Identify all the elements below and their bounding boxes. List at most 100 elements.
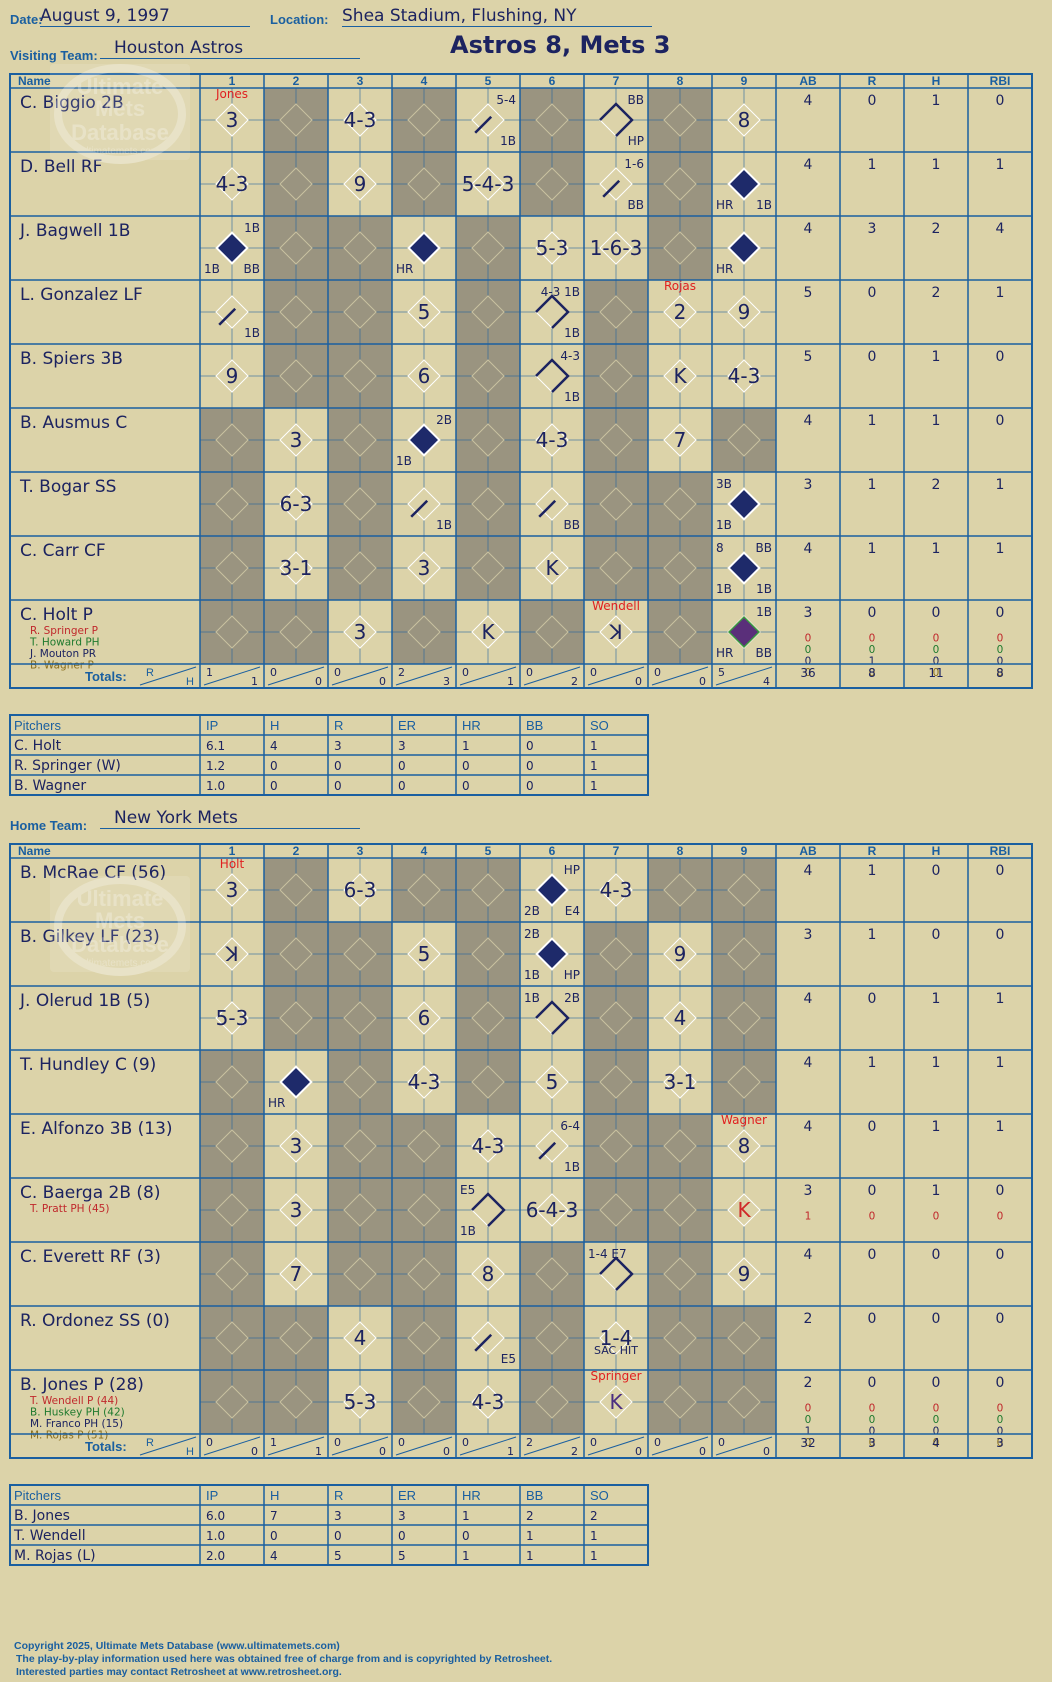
base-note: 4-3: [560, 349, 580, 363]
scored-run-diamond: [407, 423, 441, 457]
batter-stat: 0: [996, 1183, 1005, 1199]
inning-hits: 0: [443, 1445, 450, 1458]
retrosheet-contact-line: Interested parties may contact Retroshee…: [16, 1666, 342, 1678]
batter-stat: 5: [804, 285, 813, 301]
column-header-7: 7: [613, 74, 620, 88]
base-diamond: [727, 1193, 761, 1227]
base-note: HP: [564, 968, 580, 982]
batter-stat: 0: [933, 667, 940, 679]
base-diamond: [279, 103, 313, 137]
batter-stat: 2: [932, 221, 941, 237]
batter-stat: 0: [996, 1375, 1005, 1391]
base-diamond: [471, 873, 505, 907]
runs-hits-divider: [267, 666, 325, 686]
base-diamond: [407, 1321, 441, 1355]
visitors-scorecard: Name 1 2 3 4 5 6 7 8 9 AB R H RBI 3 Jones 4-3 5-4 1B BB HP 8 C…: [9, 73, 1033, 689]
base-diamond: [407, 1193, 441, 1227]
base-diamond: [599, 1065, 633, 1099]
batter-stat: 3: [868, 221, 877, 237]
batter-stat: 1: [932, 413, 941, 429]
play-result: 3: [226, 878, 239, 902]
base-diamond: [599, 551, 633, 585]
base-note: HR: [396, 262, 413, 276]
batter-name: J. Olerud 1B (5): [19, 991, 150, 1011]
base-diamond: [471, 487, 505, 521]
play-result: K: [609, 1390, 623, 1414]
inning-hits: 1: [251, 675, 258, 688]
home-team-label: Home Team:: [10, 818, 88, 833]
date-label: Date:: [10, 12, 43, 27]
watermark-text: ultimatemets.com: [81, 958, 159, 969]
pitching-header: R: [334, 1488, 343, 1503]
play-result: 4-3: [472, 1390, 505, 1414]
column-header-ab: AB: [799, 844, 817, 858]
play-result: 9: [674, 942, 687, 966]
batter-row: 7 8 1-4 E7 9 C. Everett RF (3) 4 0 0 0: [20, 1242, 1004, 1306]
runs-hits-divider: [395, 666, 453, 686]
base-diamond: [663, 167, 697, 201]
base-diamond: [535, 423, 569, 457]
inning-hits: 0: [699, 675, 706, 688]
inning-hits: 1: [507, 675, 514, 688]
batter-stat: 3: [804, 605, 813, 621]
column-header-rbi: RBI: [990, 74, 1011, 88]
base-diamond: [279, 1001, 313, 1035]
base-diamond: [279, 1385, 313, 1419]
watermark-text: Ultimate: [77, 886, 164, 911]
pitching-header: R: [334, 718, 343, 733]
home-pitching-table: Pitchers IP H R ER HR BB SOB. Jones 6.0 7 3 3 1 2 2T. …: [9, 1484, 649, 1566]
base-diamond: [215, 1193, 249, 1227]
batter-stat: 1: [805, 1426, 812, 1438]
inning-runs: 0: [526, 666, 533, 679]
column-header-7: 7: [613, 844, 620, 858]
pitching-stat: 0: [526, 759, 534, 773]
base-note: 1B: [716, 582, 732, 596]
batter-stat: 0: [805, 644, 812, 656]
runs-label: R: [146, 1437, 154, 1449]
base-diamond: [279, 359, 313, 393]
pitching-stat: 4: [270, 1549, 278, 1563]
batter-stat: 1: [996, 1055, 1005, 1071]
play-result: 4-3: [344, 108, 377, 132]
column-header-9: 9: [741, 74, 748, 88]
team-total: 3: [996, 1436, 1004, 1450]
pitching-stat: 3: [398, 739, 406, 753]
base-diamond: [535, 1065, 569, 1099]
base-diamond: [215, 1001, 249, 1035]
column-header-8: 8: [677, 74, 684, 88]
base-note: HR: [716, 262, 733, 276]
column-header-ab: AB: [799, 74, 817, 88]
play-result: 9: [738, 300, 751, 324]
batter-name: J. Bagwell 1B: [19, 221, 130, 241]
base-note: 1B: [716, 518, 732, 532]
column-header-6: 6: [549, 844, 556, 858]
base-diamond: [343, 1385, 377, 1419]
play-result: 5-3: [536, 236, 569, 260]
base-diamond: [215, 103, 249, 137]
base-diamond: [535, 615, 569, 649]
pitching-header: SO: [590, 1488, 609, 1503]
runner-path: [599, 102, 634, 137]
column-header-2: 2: [293, 74, 300, 88]
base-diamond: [599, 1257, 633, 1291]
batter-stat: 1: [996, 541, 1005, 557]
play-result: 4-3: [216, 172, 249, 196]
column-header-4: 4: [421, 844, 428, 858]
base-diamond: [407, 103, 441, 137]
base-diamond: [727, 937, 761, 971]
pitcher-name: C. Holt: [14, 738, 62, 754]
pitching-header: H: [270, 718, 279, 733]
batter-stat: 3: [804, 927, 813, 943]
base-diamond: [279, 167, 313, 201]
batter-row: 3-1 3 K 8 BB 1B 1B C. Carr CF 4 1 1 1: [20, 536, 1004, 600]
batter-row: 9 6 4-3 1B K 4-3 B. Spiers 3B 5 0 1 0: [20, 344, 1004, 408]
play-result: 6: [418, 1006, 431, 1030]
base-note: HR: [716, 198, 733, 212]
batter-stat: 1: [868, 1055, 877, 1071]
inning-hits: 0: [635, 675, 642, 688]
base-diamond: [727, 423, 761, 457]
base-diamond: [535, 1385, 569, 1419]
scored-run-diamond: [535, 873, 569, 907]
batter-stat: 0: [997, 1414, 1004, 1426]
